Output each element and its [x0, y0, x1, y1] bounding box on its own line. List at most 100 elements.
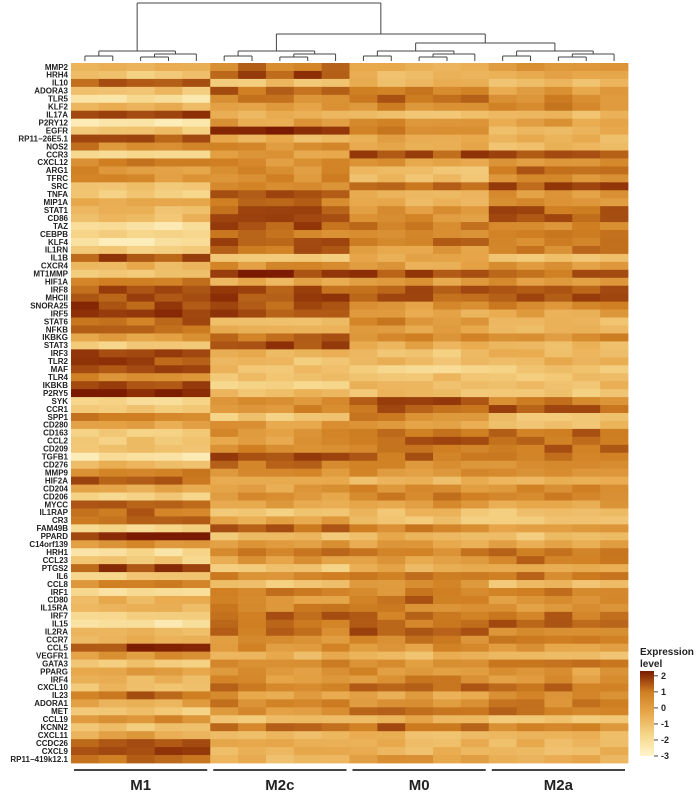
- heatmap-cell: [126, 540, 155, 549]
- heatmap-cell: [321, 238, 350, 247]
- heatmap-cell: [349, 78, 378, 88]
- heatmap-cell: [210, 142, 239, 151]
- row-label: ADORA3: [34, 87, 68, 96]
- color-legend: Expression level 210-1-2-3: [640, 647, 694, 761]
- heatmap-cell: [154, 508, 183, 517]
- heatmap-cell: [154, 667, 183, 676]
- heatmap-cell: [433, 277, 462, 287]
- heatmap-cell: [377, 63, 406, 72]
- heatmap-cell: [126, 94, 155, 104]
- heatmap-cell: [377, 166, 406, 175]
- heatmap-cell: [460, 253, 490, 263]
- heatmap-cell: [182, 134, 211, 143]
- heatmap-cell: [71, 444, 100, 454]
- heatmap-cell: [293, 484, 323, 493]
- heatmap-cell: [126, 611, 155, 621]
- heatmap-cell: [600, 365, 629, 374]
- heatmap-cell: [182, 572, 211, 581]
- heatmap-cell: [433, 357, 462, 366]
- heatmap-cell: [98, 484, 128, 493]
- heatmap-cell: [293, 78, 323, 88]
- heatmap-cell: [516, 508, 545, 517]
- heatmap-cell: [293, 747, 323, 756]
- heatmap-cell: [126, 110, 155, 120]
- heatmap-cell: [210, 341, 239, 350]
- heatmap-cell: [71, 739, 100, 748]
- heatmap-cell: [238, 325, 267, 334]
- heatmap-cell: [126, 86, 155, 96]
- heatmap-cell: [265, 492, 295, 501]
- heatmap-cell: [182, 643, 211, 653]
- heatmap-cell: [377, 397, 406, 406]
- heatmap-cell: [488, 611, 517, 621]
- row-label: IL10: [52, 79, 69, 88]
- row-label: IL1RAP: [40, 508, 69, 517]
- heatmap-cell: [182, 118, 211, 128]
- heatmap-cell: [126, 484, 155, 493]
- heatmap-cell: [488, 508, 517, 517]
- heatmap-cell: [349, 691, 378, 700]
- heatmap-cell: [516, 707, 545, 716]
- heatmap-cell: [488, 110, 517, 120]
- heatmap-cell: [321, 373, 350, 382]
- heatmap-cell: [377, 548, 406, 557]
- heatmap-cell: [154, 166, 183, 175]
- heatmap-cell: [182, 420, 211, 430]
- heatmap-cell: [349, 508, 378, 517]
- heatmap-cell: [544, 293, 573, 303]
- legend-title-line1: Expression: [640, 647, 694, 658]
- heatmap-cell: [600, 428, 629, 438]
- heatmap-cell: [349, 86, 378, 96]
- heatmap-cell: [405, 468, 434, 478]
- heatmap-cell: [210, 381, 239, 390]
- legend-title-line2: level: [640, 659, 662, 670]
- heatmap-cell: [238, 261, 267, 271]
- heatmap-cell: [182, 78, 211, 88]
- heatmap-cell: [460, 357, 490, 366]
- heatmap-cell: [210, 373, 239, 382]
- heatmap-cell: [544, 755, 573, 764]
- heatmap-cell: [238, 63, 267, 72]
- row-label: IL2RA: [45, 628, 68, 637]
- heatmap-cell: [544, 619, 573, 629]
- heatmap-cell: [182, 723, 211, 732]
- heatmap-cell: [154, 110, 183, 120]
- heatmap-cell: [182, 86, 211, 96]
- row-label: SNORA25: [30, 301, 68, 310]
- heatmap-cell: [460, 349, 490, 358]
- heatmap-cell: [460, 651, 490, 660]
- heatmap-cell: [488, 134, 517, 143]
- heatmap-cell: [377, 293, 406, 303]
- heatmap-cell: [488, 619, 517, 629]
- heatmap-cell: [488, 747, 517, 756]
- heatmap-cell: [265, 94, 295, 104]
- heatmap-cell: [600, 142, 629, 151]
- heatmap-cell: [238, 611, 267, 621]
- heatmap-cell: [321, 301, 350, 310]
- heatmap-cell: [349, 707, 378, 716]
- heatmap-cell: [98, 102, 128, 112]
- heatmap-cell: [293, 70, 323, 80]
- heatmap-cell: [71, 556, 100, 565]
- heatmap-cell: [572, 285, 601, 295]
- heatmap-cell: [433, 110, 462, 120]
- heatmap-cell: [154, 405, 183, 414]
- heatmap-cell: [516, 564, 545, 573]
- heatmap-cell: [516, 460, 545, 470]
- heatmap-cell: [544, 389, 573, 398]
- heatmap-cell: [544, 261, 573, 271]
- heatmap-cell: [488, 269, 517, 279]
- heatmap-cell: [182, 532, 211, 541]
- heatmap-cell: [600, 325, 629, 334]
- heatmap-cell: [126, 102, 155, 112]
- heatmap-cell: [210, 413, 239, 422]
- heatmap-cell: [321, 198, 350, 207]
- heatmap-cell: [293, 150, 323, 159]
- heatmap-cell: [238, 78, 267, 88]
- heatmap-cell: [126, 285, 155, 295]
- heatmap-cell: [154, 301, 183, 310]
- row-label: IL15: [52, 620, 69, 629]
- heatmap-cell: [516, 134, 545, 143]
- heatmap-cell: [488, 405, 517, 414]
- heatmap-cell: [460, 595, 490, 605]
